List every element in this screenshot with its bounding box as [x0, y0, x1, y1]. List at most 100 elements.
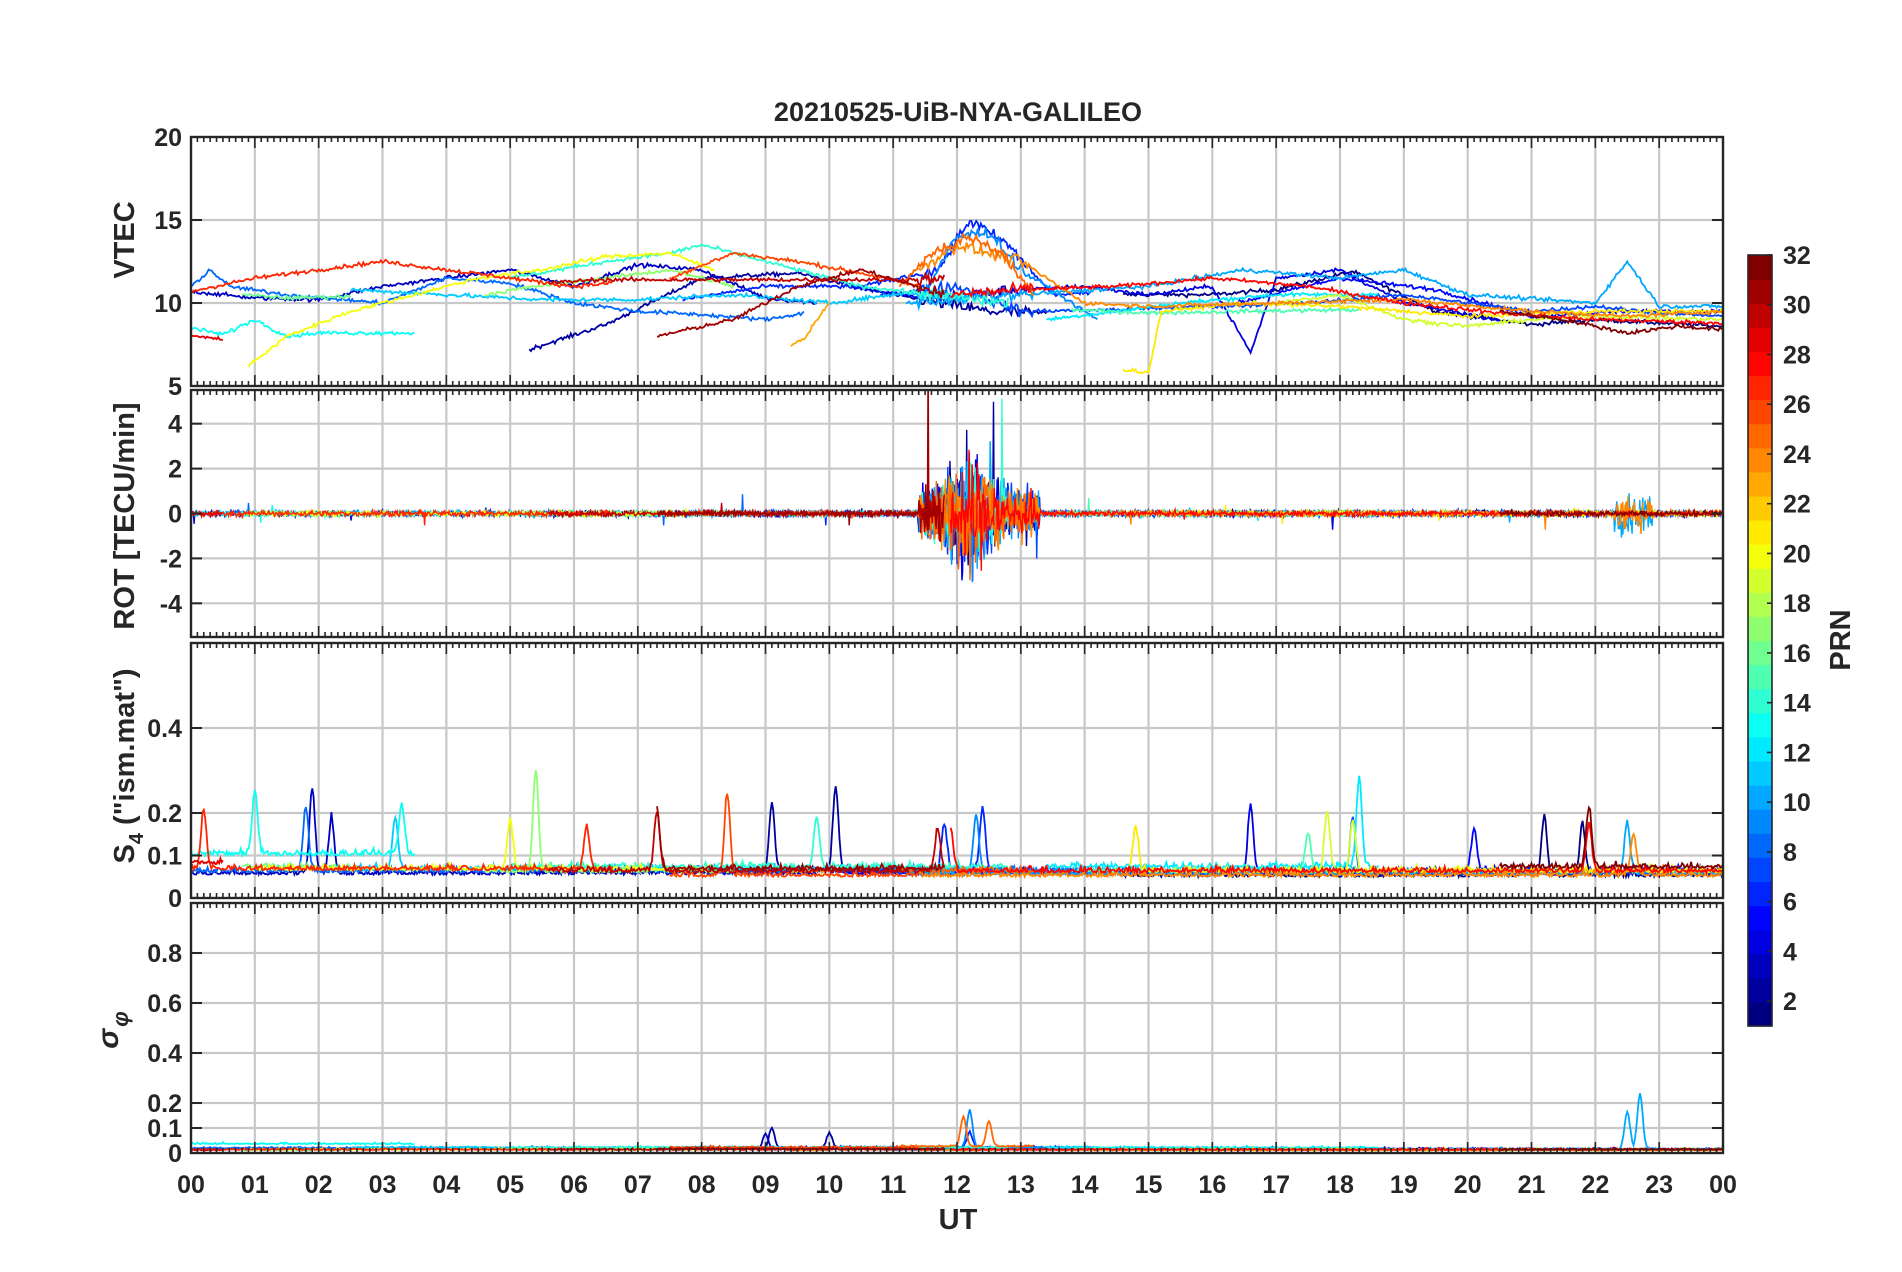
colorbar-swatch [1748, 688, 1772, 714]
rot-line-prn-28 [949, 449, 1723, 571]
vtec-ylabel: VTEC [109, 201, 141, 278]
vtec-line-prn-11 [349, 287, 971, 306]
x-tick-label: 11 [880, 1171, 907, 1199]
x-tick-label: 10 [815, 1171, 843, 1199]
sigma-line-prn-31 [656, 1146, 945, 1151]
x-tick-label: 00 [1709, 1171, 1737, 1199]
vtec-line-prn-23 [790, 302, 831, 348]
colorbar-swatch [1748, 929, 1772, 955]
x-tick-label: 22 [1581, 1171, 1609, 1199]
colorbar-tick-label: 12 [1783, 739, 1811, 767]
colorbar-tick-label: 16 [1783, 640, 1811, 668]
colorbar-swatch [1748, 809, 1772, 834]
colorbar-tick-label: 18 [1783, 590, 1811, 618]
rot-line-prn-29 [191, 510, 223, 520]
colorbar-swatch [1748, 520, 1772, 545]
colorbar-tick-label: 30 [1783, 292, 1811, 320]
rot-ytick-label: 0 [168, 501, 182, 529]
colorbar-tick-label: 2 [1783, 988, 1797, 1016]
vtec-line-prn-13 [191, 319, 415, 339]
rot-panel: -4 -2 0 2 4 [160, 388, 1725, 639]
sigma-ylabel-sub: φ [108, 1011, 133, 1026]
rot-line-prn-31 [656, 390, 945, 543]
vtec-line-prn-24 [918, 241, 1723, 320]
colorbar-swatch [1748, 544, 1772, 569]
colorbar-swatch [1748, 327, 1772, 352]
sigma-ylabel: σφ [92, 1011, 133, 1048]
x-tick-label: 05 [496, 1171, 524, 1199]
s4-line-prn-27 [191, 807, 614, 874]
vtec-ytick-label: 5 [168, 373, 182, 401]
rot-line-prn-27 [191, 507, 613, 526]
colorbar-frame [1747, 254, 1773, 1027]
vtec-line-prn-29 [191, 334, 224, 342]
x-tick-label: 20 [1454, 1171, 1482, 1199]
vtec-line-prn-12 [1046, 290, 1379, 322]
colorbar-swatch [1748, 977, 1772, 1003]
s4-ylabel: S4 ("ism.mat") [109, 669, 148, 864]
vtec-line-prn-8 [191, 268, 805, 323]
colorbar-tick-label: 6 [1783, 889, 1797, 917]
rot-ytick-label: -4 [160, 590, 182, 618]
vtec-line-prn-16 [241, 292, 352, 302]
sigma-ylabel-main: σ [92, 1028, 125, 1049]
colorbar-swatch [1748, 399, 1772, 425]
sigma-line-prn-29 [191, 1148, 224, 1152]
sigma-line-prn-13 [191, 1140, 415, 1146]
colorbar-swatch [1748, 785, 1772, 810]
s4-ytick-label: 0.1 [147, 843, 182, 871]
s4-line-prn-13 [191, 789, 416, 859]
s4-ytick-label: 0.4 [147, 715, 182, 743]
vtec-line-prn-7 [879, 279, 1723, 319]
chart-title: 20210525-UiB-NYA-GALILEO [774, 97, 1142, 127]
colorbar-swatch [1748, 760, 1772, 786]
colorbar-swatch [1748, 255, 1772, 280]
x-tick-label: 07 [624, 1171, 652, 1199]
x-tick-label: 04 [432, 1171, 460, 1199]
colorbar-tick-label: 32 [1783, 242, 1811, 270]
vtec-ytick-label: 15 [154, 207, 182, 235]
vtec-line-prn-10 [905, 259, 1723, 312]
colorbar-swatch [1748, 1001, 1772, 1027]
x-tick-label: 06 [560, 1171, 588, 1199]
s4-line-prn-29 [191, 855, 224, 866]
sigma-frame [189, 901, 1725, 1155]
sigma-line-prn-32 [1499, 1146, 1723, 1152]
sigma-ytick-label: 0.8 [147, 940, 182, 968]
colorbar-tick-label: 26 [1783, 391, 1811, 419]
s4-line-prn-31 [656, 806, 945, 874]
sigma-ytick-label: 0.1 [147, 1115, 182, 1143]
s4-line-prn-32 [1498, 805, 1723, 871]
vtec-line-prn-14 [509, 243, 1009, 308]
s4-panel: 0 0.1 0.2 0.4 [147, 641, 1725, 913]
s4-line-prn-28 [949, 821, 1723, 876]
rot-ytick-label: 2 [168, 456, 182, 484]
sigma-line-prn-25 [899, 1114, 1034, 1148]
x-axis-label: UT [939, 1204, 978, 1236]
vtec-line-prn-9 [917, 227, 1098, 321]
s4-ylabel-main: S [109, 844, 141, 863]
colorbar-tick-label: 22 [1783, 491, 1811, 519]
sigma-ytick-label: 0.4 [147, 1040, 182, 1068]
colorbar-swatch [1748, 375, 1772, 401]
vtec-line-prn-19 [1276, 292, 1723, 329]
vtec-line-prn-6 [682, 219, 1092, 302]
vtec-line-prn-28 [950, 274, 1723, 327]
sigma-ytick-label: 0.2 [147, 1090, 182, 1118]
x-tick-label: 18 [1326, 1171, 1354, 1199]
rot-line-prn-25 [898, 473, 1035, 581]
colorbar-swatch [1748, 279, 1772, 304]
rot-line-prn-30 [547, 490, 945, 536]
colorbar-tick-label: 20 [1783, 540, 1811, 568]
vtec-line-prn-20 [247, 251, 715, 368]
colorbar-swatch [1748, 712, 1772, 738]
vtec-frame [189, 135, 1725, 388]
x-tick-label: 19 [1390, 1171, 1418, 1199]
colorbar-swatch [1748, 568, 1772, 593]
colorbar-swatch [1748, 833, 1772, 858]
s4-frame [189, 641, 1725, 900]
x-tick-label: 23 [1645, 1171, 1673, 1199]
colorbar-swatch [1748, 592, 1772, 617]
x-tick-label: 21 [1518, 1171, 1546, 1199]
